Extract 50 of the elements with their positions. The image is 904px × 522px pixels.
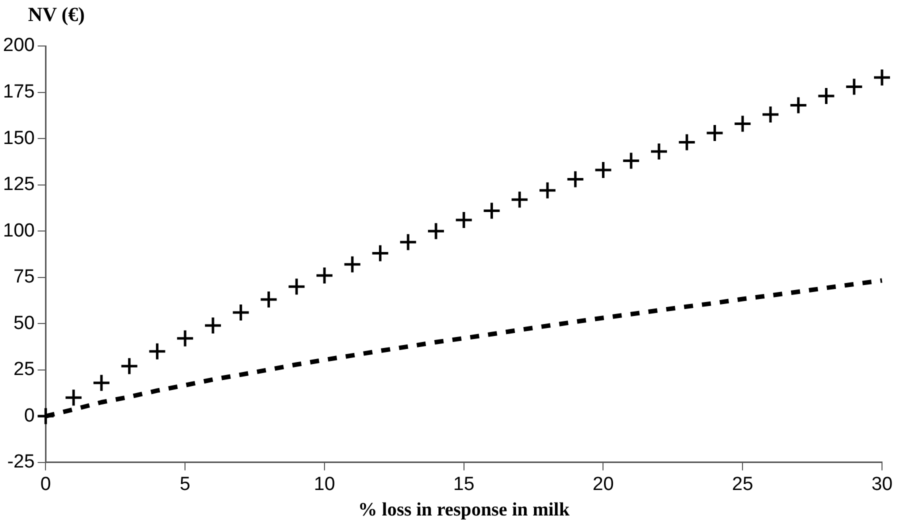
point: [92, 374, 111, 392]
y-tick-label: 50: [14, 312, 35, 334]
x-tick-label: 0: [40, 474, 51, 496]
point: [650, 142, 668, 161]
point: [733, 114, 752, 133]
point: [678, 132, 696, 152]
point: [287, 277, 306, 296]
point: [789, 96, 808, 114]
y-tick-label: -25: [7, 452, 35, 473]
point: [398, 232, 418, 252]
point: [538, 181, 557, 200]
y-tick-label: 150: [3, 128, 35, 149]
point: [315, 266, 334, 285]
point: [232, 303, 250, 322]
point: [622, 151, 640, 170]
y-tick-label: 25: [14, 359, 35, 380]
point: [370, 244, 390, 263]
point: [148, 342, 166, 361]
x-tick-label: 15: [453, 474, 474, 496]
point: [204, 316, 222, 335]
point: [259, 290, 278, 309]
point: [482, 201, 501, 220]
point: [36, 406, 55, 426]
x-tick-label: 10: [314, 474, 336, 496]
point: [64, 388, 83, 407]
x-tick-label: 5: [180, 474, 190, 496]
y-axis-title: NV (€): [28, 4, 85, 27]
y-tick-label: 125: [3, 174, 35, 196]
x-tick-label: 25: [732, 474, 754, 496]
point: [872, 68, 892, 87]
point: [566, 170, 585, 188]
point: [120, 356, 139, 376]
y-tick-label: 0: [24, 405, 35, 426]
y-tick-label: 75: [14, 266, 35, 288]
y-tick-label: 200: [3, 35, 35, 56]
point: [426, 222, 446, 240]
point: [510, 190, 529, 209]
y-tick-label: 175: [3, 82, 35, 102]
x-tick-label: 30: [871, 474, 893, 496]
point: [844, 77, 864, 96]
point: [343, 255, 362, 274]
y-tick-label: 100: [3, 220, 35, 242]
point: [761, 105, 780, 124]
x-tick-label: 20: [592, 474, 614, 496]
point: [454, 210, 474, 230]
point: [705, 124, 724, 142]
point: [816, 86, 836, 106]
point: [176, 329, 194, 348]
point: [594, 160, 612, 180]
x-axis-title: % loss in response in milk: [358, 500, 570, 521]
